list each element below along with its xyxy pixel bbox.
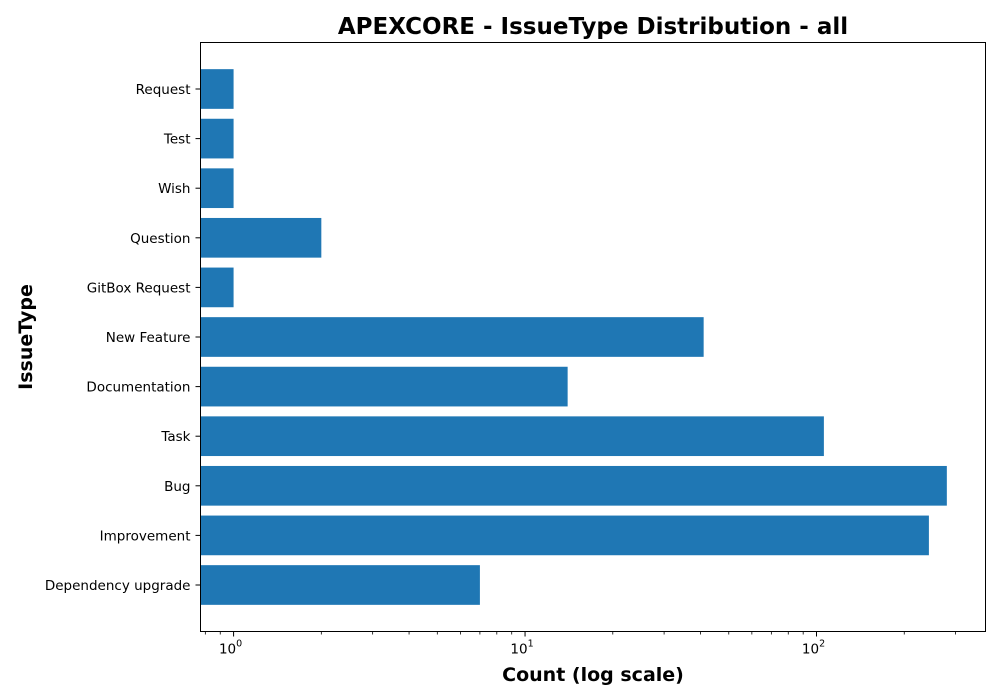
y-tick-label: Improvement: [100, 528, 191, 544]
x-tick-label: 100: [219, 639, 242, 658]
bar-bug: [200, 465, 947, 506]
bar-dependency-upgrade: [200, 565, 480, 605]
plot-frame: [200, 42, 986, 632]
y-tick-label: Request: [136, 82, 191, 98]
y-tick-label: Wish: [158, 181, 190, 197]
bar-documentation: [200, 366, 568, 407]
y-axis-label: IssueType: [15, 284, 37, 390]
y-tick-label: Bug: [164, 479, 190, 495]
bar-gitbox-request: [200, 267, 234, 308]
x-tick-label: 101: [510, 639, 533, 658]
bar-test: [200, 118, 234, 159]
bars-group: [200, 69, 947, 605]
bar-improvement: [200, 515, 929, 556]
y-tick-label: Documentation: [86, 380, 190, 396]
y-tick-label: Dependency upgrade: [45, 578, 191, 594]
y-tick-label: New Feature: [106, 330, 191, 346]
y-tick-label: Task: [160, 429, 190, 445]
bar-question: [200, 217, 322, 258]
y-tick-label: Question: [130, 231, 190, 247]
bar-new-feature: [200, 317, 704, 357]
bar-wish: [200, 168, 234, 209]
y-tick-label: GitBox Request: [87, 280, 191, 296]
x-axis-label: Count (log scale): [502, 664, 684, 686]
chart-title: APEXCORE - IssueType Distribution - all: [338, 14, 848, 40]
bar-task: [200, 416, 824, 457]
y-tick-label: Test: [163, 132, 191, 148]
y-ticks-group: Dependency upgrade Improvement Bug Task Docu…: [45, 82, 201, 594]
x-tick-label: 102: [802, 639, 825, 658]
x-ticks-group: 100 101 102: [204, 631, 956, 658]
bar-request: [200, 69, 234, 109]
